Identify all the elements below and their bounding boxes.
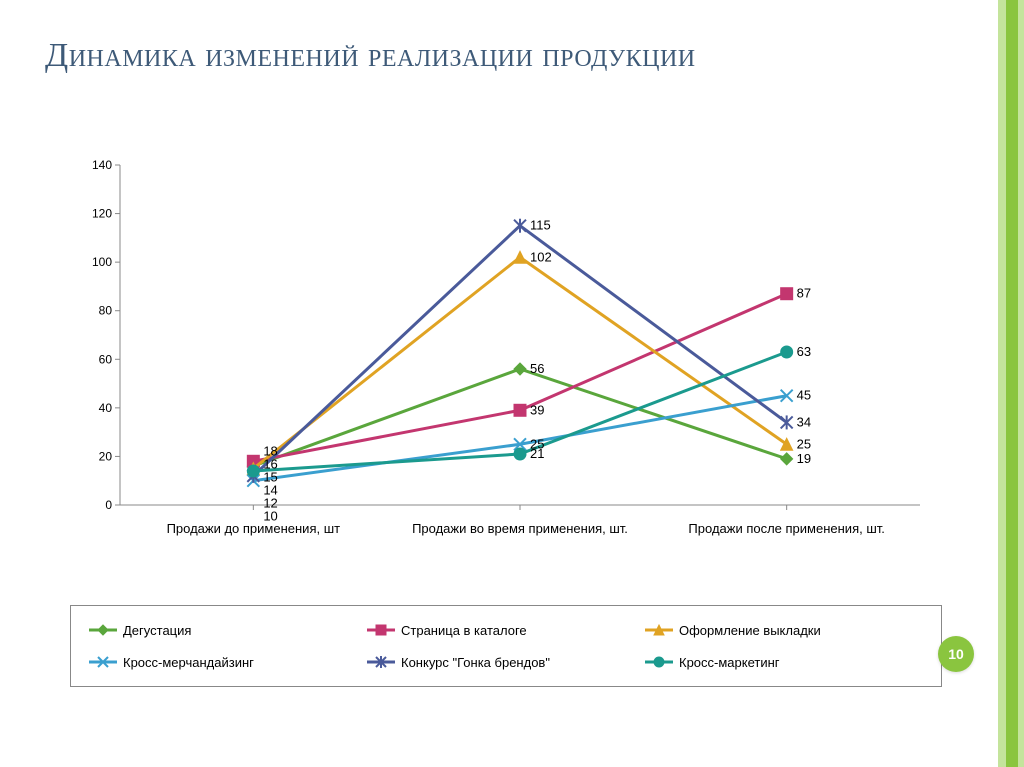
x-category-label: Продажи во время применения, шт. xyxy=(412,521,628,536)
x-category-label: Продажи после применения, шт. xyxy=(688,521,884,536)
data-label: 18 xyxy=(263,443,277,458)
data-label: 34 xyxy=(797,414,811,429)
svg-text:140: 140 xyxy=(92,158,112,172)
legend-swatch xyxy=(89,655,117,669)
decor-rail-inner xyxy=(1006,0,1018,767)
legend-swatch xyxy=(367,655,395,669)
data-label: 45 xyxy=(797,388,811,403)
legend-item: Страница в каталоге xyxy=(367,614,645,646)
legend-item: Конкурс "Гонка брендов" xyxy=(367,646,645,678)
legend-swatch xyxy=(645,655,673,669)
data-label: 25 xyxy=(797,436,811,451)
legend-swatch xyxy=(645,623,673,637)
chart-legend: Дегустация Страница в каталоге Оформление … xyxy=(70,605,942,687)
legend-label: Оформление выкладки xyxy=(679,623,821,638)
x-category-label: Продажи до применения, шт xyxy=(167,521,341,536)
data-label: 39 xyxy=(530,402,544,417)
legend-swatch xyxy=(367,623,395,637)
legend-item: Кросс-мерчандайзинг xyxy=(89,646,367,678)
line-chart: 0 20 40 60 80 100 120 140 Продажи до применения,… xyxy=(70,155,940,555)
legend-label: Дегустация xyxy=(123,623,191,638)
data-label: 56 xyxy=(530,361,544,376)
data-label: 63 xyxy=(797,344,811,359)
page-number-badge: 10 xyxy=(938,636,974,672)
legend-swatch xyxy=(89,623,117,637)
svg-text:120: 120 xyxy=(92,207,112,221)
page-title: Динамика изменений реализации продукции xyxy=(45,35,696,78)
data-label: 115 xyxy=(530,218,551,233)
slide: Динамика изменений реализации продукции … xyxy=(0,0,1024,767)
svg-text:20: 20 xyxy=(99,449,113,463)
legend-item: Кросс-маркетинг xyxy=(645,646,923,678)
data-label: 19 xyxy=(797,451,811,466)
svg-text:100: 100 xyxy=(92,255,112,269)
data-label: 102 xyxy=(530,249,552,264)
legend-label: Кросс-маркетинг xyxy=(679,655,780,670)
svg-text:60: 60 xyxy=(99,352,113,366)
svg-text:40: 40 xyxy=(99,401,113,415)
legend-label: Кросс-мерчандайзинг xyxy=(123,655,254,670)
page-number: 10 xyxy=(948,646,964,662)
data-label: 87 xyxy=(797,286,811,301)
data-label: 10 xyxy=(263,508,277,523)
data-label: 14 xyxy=(263,482,277,497)
legend-item: Оформление выкладки xyxy=(645,614,923,646)
legend-label: Страница в каталоге xyxy=(401,623,527,638)
data-label: 12 xyxy=(263,495,277,510)
legend-label: Конкурс "Гонка брендов" xyxy=(401,655,550,670)
svg-text:0: 0 xyxy=(105,498,112,512)
data-label: 21 xyxy=(530,446,544,461)
legend-item: Дегустация xyxy=(89,614,367,646)
svg-text:80: 80 xyxy=(99,304,113,318)
